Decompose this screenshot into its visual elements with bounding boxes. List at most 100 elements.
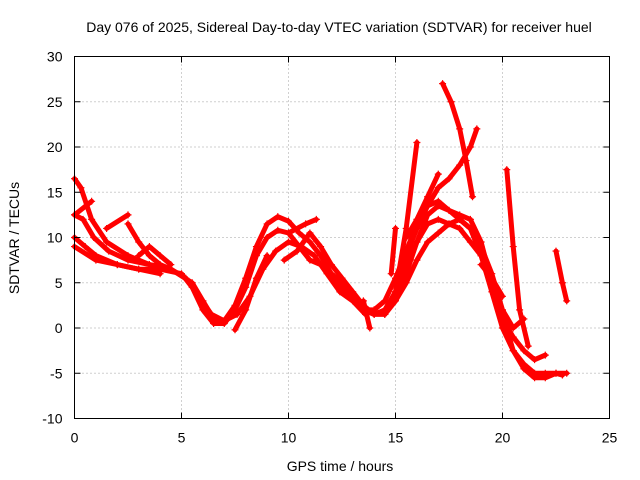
data-point xyxy=(274,213,282,221)
data-point xyxy=(317,252,325,260)
data-point xyxy=(456,125,464,133)
data-point xyxy=(285,238,292,246)
data-point xyxy=(434,184,442,192)
data-point xyxy=(145,252,153,260)
data-point xyxy=(552,369,560,377)
x-tick-label: 10 xyxy=(281,430,297,446)
data-point xyxy=(242,283,250,291)
data-point xyxy=(302,220,310,228)
data-point xyxy=(135,238,143,246)
data-point xyxy=(242,306,250,314)
data-point xyxy=(263,234,271,241)
data-point xyxy=(424,238,432,246)
data-point xyxy=(135,252,143,260)
data-point xyxy=(477,243,485,251)
data-point xyxy=(558,371,566,379)
data-point xyxy=(103,224,111,232)
data-point xyxy=(349,297,357,305)
data-point xyxy=(156,261,164,269)
data-point xyxy=(402,279,410,287)
series-track-7 xyxy=(124,220,175,273)
data-point xyxy=(477,261,485,269)
series-track-1 xyxy=(71,175,378,325)
series-line xyxy=(72,198,95,218)
series-line xyxy=(72,212,368,324)
data-point xyxy=(541,351,549,359)
data-point xyxy=(413,224,421,232)
data-point xyxy=(499,292,506,300)
data-point xyxy=(447,98,455,106)
x-tick-label: 15 xyxy=(388,430,404,446)
data-point xyxy=(124,211,132,219)
x-tick-label: 5 xyxy=(178,430,186,446)
y-tick-label: 10 xyxy=(47,230,63,246)
data-point xyxy=(336,288,344,296)
data-point xyxy=(531,356,539,364)
data-point xyxy=(509,324,517,332)
data-point xyxy=(81,243,89,251)
data-point xyxy=(280,256,288,264)
data-point xyxy=(359,297,367,305)
data-point xyxy=(488,274,496,282)
data-point xyxy=(503,166,511,174)
data-point xyxy=(466,238,474,246)
data-point xyxy=(113,261,121,269)
data-point xyxy=(524,342,532,350)
data-point xyxy=(231,326,239,334)
data-point xyxy=(252,274,260,282)
data-point xyxy=(439,80,447,88)
data-point xyxy=(466,224,474,232)
data-point xyxy=(402,224,410,232)
data-point xyxy=(434,202,442,210)
series-line xyxy=(504,167,531,349)
data-point xyxy=(462,157,470,165)
x-tick-label: 20 xyxy=(495,430,511,446)
data-point xyxy=(79,215,87,223)
y-tick-label: 30 xyxy=(47,49,63,65)
data-point xyxy=(370,306,378,314)
data-point xyxy=(103,238,111,246)
data-point xyxy=(272,247,280,255)
data-point xyxy=(445,220,453,228)
data-point xyxy=(434,170,442,178)
data-point xyxy=(558,279,566,287)
data-point xyxy=(90,234,98,241)
data-point xyxy=(233,310,241,318)
chart-title: Day 076 of 2025, Sidereal Day-to-day VTE… xyxy=(86,19,592,35)
series-track-21 xyxy=(439,80,477,201)
data-point xyxy=(312,215,320,223)
series-track-3 xyxy=(71,211,370,325)
data-point xyxy=(306,229,314,237)
data-point xyxy=(306,256,314,264)
y-axis-label: SDTVAR / TECUs xyxy=(6,182,22,294)
data-point xyxy=(349,288,357,296)
data-point xyxy=(392,297,399,305)
y-tick-label: 25 xyxy=(47,94,63,110)
data-point xyxy=(210,319,218,327)
data-point xyxy=(263,220,271,228)
data-point xyxy=(145,261,153,269)
data-point xyxy=(252,252,260,260)
series-line xyxy=(232,253,270,333)
y-tick-label: 15 xyxy=(47,184,63,200)
series-track-23 xyxy=(503,166,532,350)
data-point xyxy=(381,297,389,305)
data-point xyxy=(293,247,301,255)
data-point xyxy=(156,270,164,278)
data-point xyxy=(124,256,132,264)
data-point xyxy=(88,215,96,223)
series-line xyxy=(403,171,441,240)
data-point xyxy=(156,252,164,260)
series-line xyxy=(72,176,377,324)
data-point xyxy=(285,229,292,237)
data-point xyxy=(392,224,399,232)
data-point xyxy=(509,333,517,341)
data-point xyxy=(499,306,506,314)
data-point xyxy=(274,226,282,234)
x-tick-label: 25 xyxy=(602,430,618,446)
data-point xyxy=(466,143,474,151)
data-point xyxy=(366,324,374,332)
data-point xyxy=(252,243,260,251)
data-point xyxy=(424,193,432,201)
